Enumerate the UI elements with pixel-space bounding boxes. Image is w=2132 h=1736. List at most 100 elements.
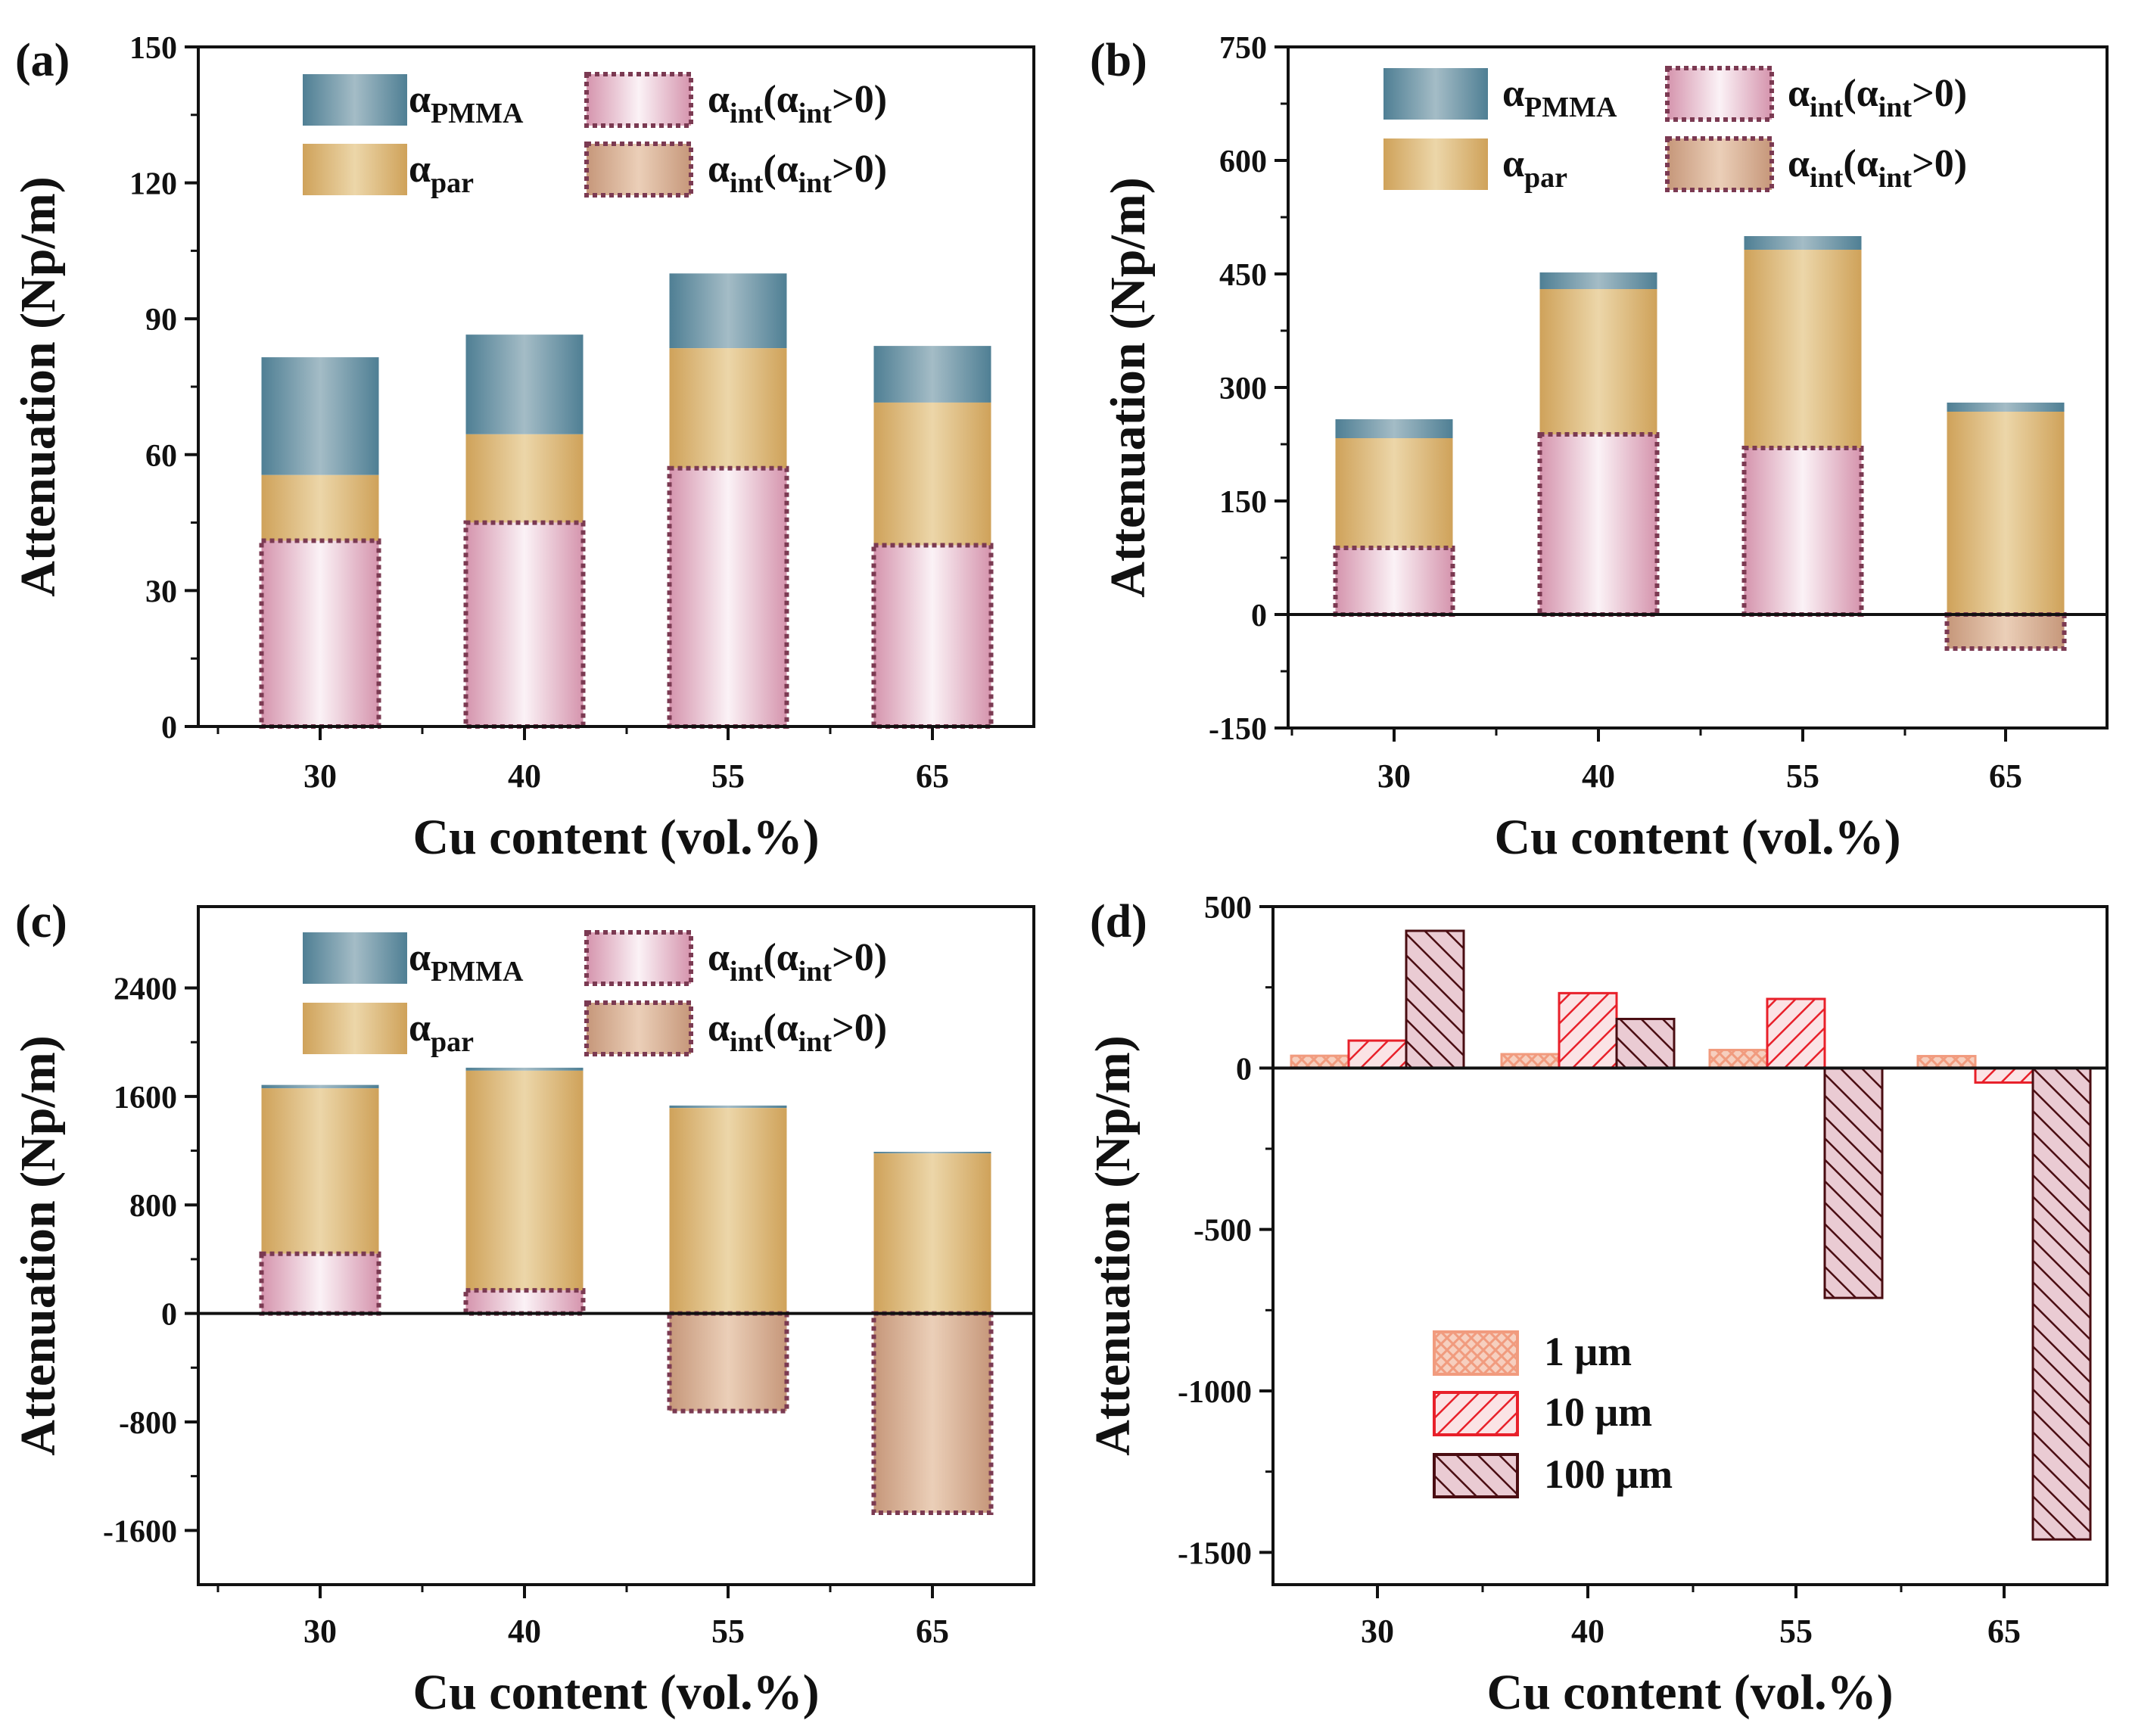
x-tick-label: 40 <box>508 1613 541 1650</box>
panel-label: (c) <box>15 896 67 947</box>
legend-label-par: αpar <box>1502 142 1567 194</box>
bar-1m-40 <box>1500 1053 1561 1069</box>
bar-par-55 <box>1744 250 1862 448</box>
x-tick-label: 65 <box>916 758 949 795</box>
legend-label-int_pos: αint(αint>0) <box>708 78 887 129</box>
y-tick-label: 0 <box>161 711 177 745</box>
chart-panel-1: (b) -150 0 150 300 450 600 750 30 40 55 65 Cu conten… <box>1090 31 2109 865</box>
legend-swatch-int_pos <box>584 930 693 986</box>
legend-swatch-pmma <box>303 74 407 126</box>
legend-label-pmma: αPMMA <box>409 936 524 988</box>
chart-panel-3: (d) -1500 -1000 -500 0 500 30 40 55 65 Cu content … <box>1085 891 2109 1720</box>
bar-int-30 <box>259 538 381 730</box>
bar-int-40 <box>1537 432 1660 617</box>
bar-1m-65 <box>1916 1055 1977 1069</box>
y-tick-label: 450 <box>1219 258 1267 293</box>
bar-pmma-65 <box>873 1151 991 1154</box>
y-axis-title: Attenuation (Np/m) <box>11 176 66 597</box>
bar-pmma-30 <box>261 1084 379 1089</box>
panel-label: (a) <box>15 35 70 86</box>
bar-1m-30 <box>1290 1054 1350 1069</box>
y-tick-label: 600 <box>1219 145 1267 179</box>
y-tick-label: 120 <box>129 167 177 202</box>
plot-frame <box>197 905 1035 1586</box>
bar-pmma-40 <box>1539 272 1657 289</box>
bar-100m-30 <box>1405 929 1465 1069</box>
y-tick-label: 0 <box>1236 1052 1252 1087</box>
x-tick-label: 55 <box>711 1613 745 1650</box>
bar-pmma-55 <box>1744 236 1862 250</box>
y-tick-label: 800 <box>129 1189 177 1224</box>
bar-int-30 <box>259 1251 381 1316</box>
x-tick-label: 40 <box>1582 758 1615 795</box>
y-tick-label: -1600 <box>103 1514 177 1549</box>
legend-swatch-int_pos <box>1665 66 1774 122</box>
legend-label-1: 10 μm <box>1544 1389 1652 1435</box>
y-tick-label: 0 <box>1251 599 1267 633</box>
bar-par-40 <box>465 1070 584 1291</box>
bar-int-65 <box>1944 612 2067 651</box>
bar-int-55 <box>667 465 789 729</box>
y-tick-label: 90 <box>145 303 177 338</box>
bar-par-55 <box>669 1108 787 1314</box>
bar-int-55 <box>1741 446 1864 617</box>
bar-par-40 <box>1539 289 1657 434</box>
bar-pmma-40 <box>465 334 584 434</box>
x-tick-label: 30 <box>1361 1613 1394 1650</box>
bar-par-30 <box>1335 438 1453 548</box>
bar-pmma-65 <box>873 346 991 403</box>
legend-label-par: αpar <box>409 1006 474 1058</box>
x-axis-title: Cu content (vol.%) <box>412 1665 819 1720</box>
bar-par-65 <box>873 402 991 546</box>
y-tick-label: 150 <box>129 31 177 66</box>
legend-swatch-int_neg <box>584 1000 693 1056</box>
x-tick-label: 55 <box>711 758 745 795</box>
bar-int-65 <box>871 543 994 729</box>
x-tick-label: 65 <box>1989 758 2022 795</box>
y-tick-label: 30 <box>145 574 177 609</box>
legend-swatch-2 <box>1433 1453 1519 1498</box>
legend-swatch-pmma <box>1383 68 1488 120</box>
legend-label-pmma: αPMMA <box>409 78 524 129</box>
bar-int-55 <box>667 1311 789 1414</box>
y-tick-label: 0 <box>161 1298 177 1333</box>
y-tick-label: 2400 <box>114 972 177 1007</box>
legend-swatch-int_pos <box>584 72 693 128</box>
panel-label: (d) <box>1090 896 1147 947</box>
x-axis-title: Cu content (vol.%) <box>1486 1665 1893 1720</box>
legend-label-2: 100 μm <box>1544 1451 1673 1497</box>
x-tick-label: 40 <box>1571 1613 1604 1650</box>
y-tick-label: 150 <box>1219 485 1267 520</box>
y-tick-label: 60 <box>145 439 177 474</box>
x-tick-label: 30 <box>1377 758 1411 795</box>
legend-label-int_neg: αint(αint>0) <box>1788 142 1967 194</box>
y-axis-title: Attenuation (Np/m) <box>11 1035 66 1456</box>
y-tick-label: 1600 <box>114 1081 177 1115</box>
y-tick-label: -150 <box>1209 712 1267 747</box>
legend-label-int_neg: αint(αint>0) <box>708 148 887 199</box>
bar-pmma-55 <box>669 1105 787 1109</box>
x-tick-label: 40 <box>508 758 541 795</box>
panel-label: (b) <box>1090 35 1147 86</box>
legend-label-0: 1 μm <box>1544 1329 1632 1374</box>
x-tick-label: 65 <box>916 1613 949 1650</box>
chart-panel-0: (a) 0 30 60 90 120 150 30 40 55 65 Cu content (vol.… <box>11 31 1035 865</box>
x-tick-label: 30 <box>303 1613 337 1650</box>
bar-10m-55 <box>1766 997 1826 1069</box>
bar-pmma-30 <box>1335 419 1453 438</box>
x-tick-label: 55 <box>1786 758 1819 795</box>
legend-label-int_pos: αint(αint>0) <box>708 936 887 988</box>
chart-panel-2: (c) -1600 -800 0 800 1600 2400 30 40 55 65 Cu conte… <box>11 896 1035 1720</box>
bar-par-30 <box>261 474 379 541</box>
bar-10m-40 <box>1558 991 1618 1069</box>
legend-swatch-pmma <box>303 932 407 984</box>
bar-int-40 <box>463 1288 586 1316</box>
bar-int-40 <box>463 520 586 729</box>
x-tick-label: 55 <box>1779 1613 1813 1650</box>
x-axis-title: Cu content (vol.%) <box>412 810 819 865</box>
y-axis-title: Attenuation (Np/m) <box>1085 1035 1141 1456</box>
plot-frame <box>1271 905 2109 1586</box>
bar-pmma-40 <box>465 1067 584 1071</box>
bar-1m-55 <box>1708 1048 1769 1069</box>
